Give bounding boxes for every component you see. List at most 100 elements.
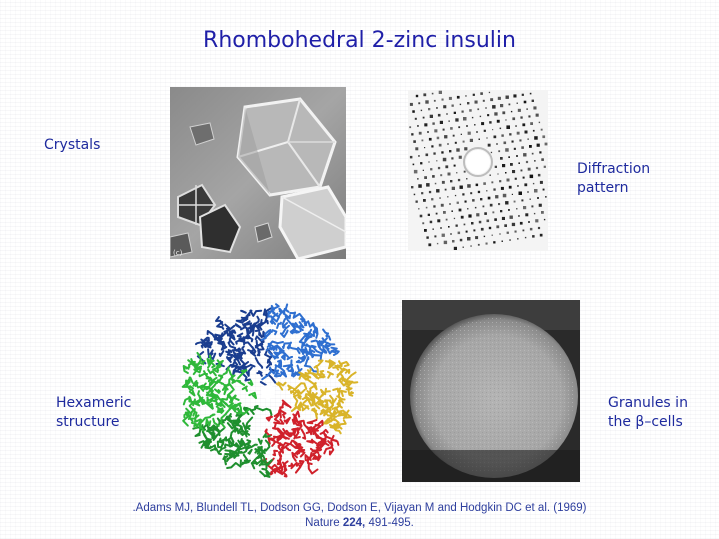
citation-journal: Nature — [305, 517, 340, 529]
hexamer-bond — [295, 359, 305, 364]
diffraction-spot — [434, 235, 437, 238]
hexamer-bond — [218, 437, 225, 443]
diffraction-spot — [440, 174, 443, 177]
hexamer-bond — [312, 324, 319, 339]
diffraction-spot — [518, 215, 520, 217]
diffraction-spot — [437, 113, 441, 117]
hexamer-bond — [203, 444, 211, 450]
hexamer-center-channel — [261, 385, 275, 399]
hexamer-bond — [255, 456, 264, 466]
diffraction-spot — [496, 119, 500, 123]
diffraction-spot — [529, 145, 532, 148]
hexamer-bond — [303, 364, 318, 373]
diffraction-spot — [506, 178, 510, 182]
hexamer-bond — [300, 348, 310, 355]
diffraction-spot — [443, 105, 447, 109]
hexamer-bond — [278, 350, 289, 358]
diffraction-spot — [499, 127, 502, 130]
granules-label-line1: Granules in — [608, 395, 688, 411]
hexamer-bond — [209, 395, 216, 403]
diffraction-spot — [448, 96, 452, 100]
hexamer-bond — [290, 461, 300, 470]
diffraction-spot — [449, 150, 452, 153]
hexamer-bond — [306, 419, 318, 425]
crystal-photo-mark: (c) — [173, 249, 183, 257]
diffraction-spot — [527, 191, 529, 193]
hexamer-bond — [250, 324, 261, 332]
diffraction-spot — [480, 198, 483, 201]
diffraction-spot — [460, 133, 462, 135]
hexamer-bond — [287, 384, 294, 391]
diffraction-spot — [537, 173, 541, 177]
diffraction-spot — [441, 233, 445, 237]
hexamer-bond — [292, 388, 306, 396]
hexamer-bond — [207, 400, 214, 410]
hexamer-bond — [273, 365, 280, 377]
diffraction-spot — [532, 235, 535, 238]
hexamer-bond — [279, 329, 289, 338]
diffraction-spot — [415, 147, 419, 151]
diffraction-spot — [427, 131, 429, 133]
diffraction-spot — [479, 115, 482, 118]
diffraction-spot — [453, 111, 456, 114]
diffraction-spot — [515, 125, 517, 127]
hexamer-bond — [316, 453, 320, 462]
diffraction-spot — [487, 114, 490, 117]
hexamer-bond — [286, 355, 294, 361]
hexamer-bond — [241, 372, 251, 382]
hexamer-svg — [181, 303, 359, 478]
citation-journal-line: Nature 224, 491-495. — [0, 516, 719, 531]
diffraction-spot — [508, 209, 510, 211]
diffraction-spot — [415, 200, 418, 203]
hexamer-bond — [242, 320, 251, 327]
diffraction-spot — [442, 128, 445, 131]
hexamer-bond — [252, 315, 260, 326]
diffraction-spot — [447, 172, 451, 176]
hexameric-structure-image — [177, 298, 359, 486]
diffraction-spot — [516, 131, 520, 135]
diffraction-spot — [485, 242, 488, 245]
diffraction-spot — [432, 122, 435, 125]
hexameric-label: Hexameric structure — [56, 394, 131, 432]
hexamer-bond — [325, 413, 333, 425]
hexamer-bond — [289, 328, 297, 334]
diffraction-spot — [456, 148, 460, 152]
diffraction-spot — [472, 199, 475, 202]
diffraction-spot — [521, 146, 524, 149]
hexamer-bond — [272, 344, 282, 357]
granule-micrograph — [402, 300, 580, 482]
diffraction-spot — [523, 153, 527, 157]
hexamer-bond — [277, 359, 283, 368]
diffraction-spot — [540, 128, 543, 131]
hexamer-bond — [307, 330, 317, 338]
diffraction-spot — [512, 170, 516, 174]
hexamer-bond — [206, 391, 218, 399]
diffraction-spot — [453, 217, 456, 220]
hexamer-bond — [205, 418, 212, 427]
hexamer-bond — [232, 452, 240, 459]
diffraction-spot — [474, 124, 476, 126]
diffraction-spot — [425, 100, 429, 104]
diffraction-spot — [423, 93, 427, 97]
diffraction-label-line1: Diffraction — [577, 161, 651, 177]
hexamer-bond — [231, 442, 242, 450]
hexamer-bond — [250, 460, 259, 470]
hexamer-bond — [304, 356, 310, 366]
diffraction-spot — [541, 211, 544, 214]
hexamer-bond — [208, 444, 217, 451]
hexamer-bond — [245, 416, 254, 431]
diffraction-spot — [457, 178, 461, 182]
diffraction-spot — [458, 126, 461, 129]
hexamer-subunit — [260, 303, 340, 381]
diffraction-spot — [439, 120, 443, 124]
diffraction-spot — [529, 92, 532, 95]
hexamer-bond — [199, 382, 207, 392]
hexamer-bond — [247, 379, 254, 387]
diffraction-spot — [428, 161, 430, 163]
diffraction-spot — [505, 172, 507, 174]
diffraction-spot — [510, 163, 513, 166]
diffraction-spot — [459, 238, 463, 242]
hexamer-bond — [319, 428, 329, 435]
hexamer-bond — [313, 373, 325, 376]
diffraction-spot — [470, 192, 473, 195]
